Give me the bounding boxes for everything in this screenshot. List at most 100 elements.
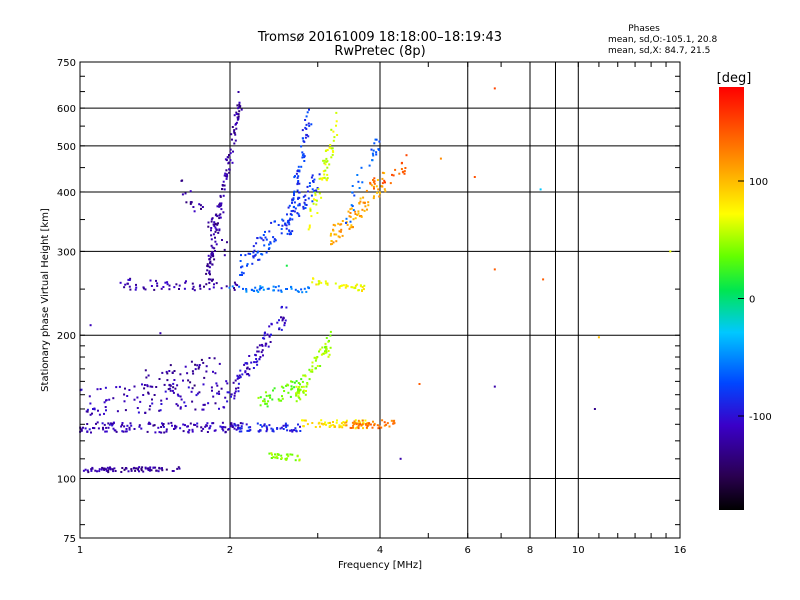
- data-point: [372, 420, 374, 423]
- data-point: [280, 228, 283, 230]
- data-point: [324, 169, 327, 172]
- data-point: [290, 385, 293, 388]
- data-point: [259, 236, 262, 239]
- data-point: [277, 289, 280, 292]
- data-point: [351, 191, 354, 194]
- data-point: [265, 430, 268, 433]
- data-point: [311, 365, 314, 368]
- data-point: [271, 428, 274, 431]
- y-axis-label: Stationary phase Virtual Height [km]: [40, 208, 51, 392]
- colorbar-tick-label: -100: [749, 412, 772, 423]
- data-point: [364, 205, 367, 208]
- data-point: [270, 452, 273, 455]
- data-point: [162, 423, 165, 425]
- data-point: [180, 398, 183, 401]
- data-point: [296, 170, 299, 172]
- data-point: [133, 428, 136, 430]
- data-point: [267, 400, 270, 403]
- data-point: [305, 128, 308, 130]
- data-point: [280, 426, 283, 429]
- data-point: [206, 263, 209, 266]
- data-point: [184, 281, 187, 284]
- data-point: [256, 363, 259, 366]
- data-point: [295, 429, 297, 432]
- data-point: [284, 422, 287, 425]
- data-point: [385, 423, 388, 426]
- data-point: [217, 390, 220, 393]
- data-point: [235, 428, 238, 431]
- data-point: [320, 177, 323, 180]
- data-point: [256, 350, 259, 353]
- data-point: [220, 387, 223, 390]
- data-point: [187, 430, 190, 433]
- data-point: [326, 283, 329, 286]
- data-point: [353, 423, 355, 426]
- data-point: [337, 235, 340, 238]
- data-point: [281, 397, 284, 400]
- data-point: [352, 424, 355, 427]
- data-point: [185, 280, 187, 283]
- data-point: [325, 423, 327, 426]
- data-point: [332, 241, 335, 244]
- data-point: [320, 422, 323, 425]
- data-point: [248, 374, 251, 377]
- data-point: [373, 424, 376, 427]
- data-point: [376, 424, 379, 427]
- data-point: [252, 245, 255, 248]
- data-point: [114, 429, 117, 432]
- data-point: [103, 469, 106, 471]
- data-point: [240, 108, 243, 111]
- data-point: [265, 426, 268, 429]
- data-point: [280, 316, 282, 319]
- data-point: [388, 425, 391, 428]
- data-point: [166, 372, 169, 375]
- data-point: [213, 221, 216, 224]
- data-point: [262, 288, 265, 291]
- data-point: [172, 470, 175, 472]
- data-point: [149, 279, 152, 282]
- data-point: [216, 223, 219, 226]
- y-tick-label: 75: [63, 534, 76, 545]
- data-point: [99, 388, 102, 390]
- data-point: [308, 224, 311, 227]
- data-point: [338, 426, 341, 429]
- data-point: [275, 455, 278, 458]
- data-point: [222, 194, 225, 197]
- data-point: [116, 410, 119, 413]
- data-point: [88, 395, 91, 398]
- data-point: [269, 242, 272, 245]
- data-point: [195, 394, 198, 397]
- data-point: [398, 172, 401, 175]
- data-point: [257, 291, 260, 293]
- data-point: [239, 369, 242, 372]
- data-point: [200, 429, 203, 432]
- data-point: [300, 288, 303, 291]
- data-point: [283, 390, 286, 392]
- data-point: [236, 374, 239, 377]
- data-point: [188, 429, 191, 432]
- data-point: [297, 389, 300, 392]
- data-point: [358, 215, 361, 218]
- data-point: [82, 469, 85, 472]
- data-point: [162, 424, 164, 427]
- data-point: [268, 424, 271, 427]
- data-point: [259, 429, 262, 432]
- data-point: [237, 107, 240, 110]
- data-point: [321, 352, 324, 355]
- data-point: [82, 426, 84, 429]
- data-point: [329, 346, 332, 349]
- data-point: [88, 428, 91, 431]
- data-point: [237, 91, 240, 93]
- data-point: [326, 166, 329, 169]
- data-point: [221, 184, 224, 186]
- data-point: [318, 282, 320, 285]
- data-point: [260, 351, 263, 354]
- data-point: [108, 423, 111, 426]
- data-point: [189, 422, 192, 425]
- data-point: [89, 402, 92, 405]
- data-point: [146, 467, 149, 470]
- data-point: [173, 428, 175, 430]
- data-point: [298, 396, 301, 399]
- data-point: [332, 151, 335, 153]
- data-point: [353, 420, 356, 423]
